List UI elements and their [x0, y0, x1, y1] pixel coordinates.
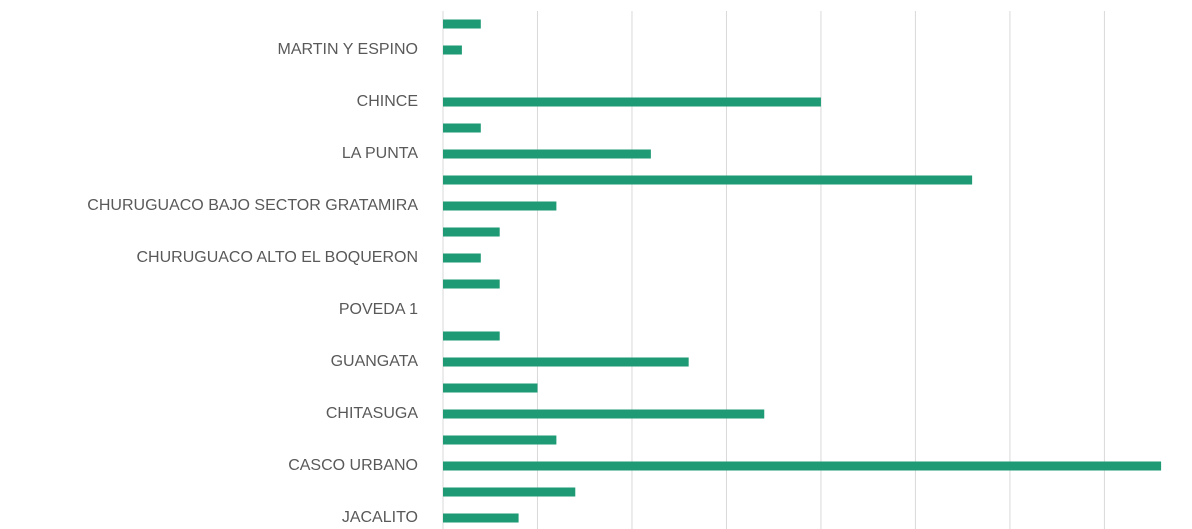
y-tick-label: CASCO URBANO	[288, 457, 418, 474]
y-tick-label: JACALITO	[342, 509, 418, 526]
bar	[443, 487, 576, 497]
bar	[443, 357, 689, 367]
bar	[443, 513, 519, 523]
y-tick-label: POVEDA 1	[339, 301, 418, 318]
y-tick-label: GUANGATA	[331, 353, 419, 370]
bar	[443, 461, 1162, 471]
bar	[443, 45, 462, 55]
y-tick-label: MARTIN Y ESPINO	[278, 41, 418, 58]
bar	[443, 123, 481, 133]
y-tick-label: LA PUNTA	[342, 145, 419, 162]
bar	[443, 435, 557, 445]
y-tick-label: CHINCE	[357, 93, 418, 110]
bar	[443, 175, 973, 185]
bar	[443, 253, 481, 263]
bar	[443, 383, 538, 393]
bar	[443, 97, 821, 107]
bar	[443, 227, 500, 237]
bar	[443, 19, 481, 29]
y-tick-label: CHURUGUACO BAJO SECTOR GRATAMIRA	[87, 197, 418, 214]
y-tick-label: CHITASUGA	[326, 405, 418, 422]
bar	[443, 149, 651, 159]
bar	[443, 279, 500, 289]
bar	[443, 331, 500, 341]
bar	[443, 201, 557, 211]
y-tick-label: CHURUGUACO ALTO EL BOQUERON	[136, 249, 418, 266]
bar	[443, 409, 765, 419]
